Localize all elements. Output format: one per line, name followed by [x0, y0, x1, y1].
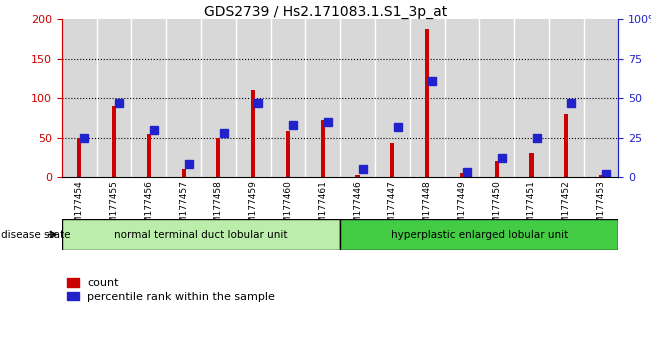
- Bar: [495, 161, 499, 177]
- Bar: [564, 114, 568, 177]
- Bar: [514, 19, 549, 177]
- Bar: [584, 19, 618, 177]
- Text: hyperplastic enlarged lobular unit: hyperplastic enlarged lobular unit: [391, 229, 568, 240]
- Legend: count, percentile rank within the sample: count, percentile rank within the sample: [68, 278, 275, 302]
- Bar: [321, 120, 325, 177]
- Bar: [216, 138, 221, 177]
- Bar: [96, 19, 132, 177]
- Bar: [375, 19, 409, 177]
- Bar: [62, 219, 340, 250]
- Bar: [599, 175, 603, 177]
- Bar: [549, 19, 584, 177]
- Bar: [355, 175, 359, 177]
- Bar: [460, 173, 464, 177]
- Bar: [251, 90, 255, 177]
- Bar: [445, 19, 479, 177]
- Bar: [529, 153, 534, 177]
- Bar: [340, 19, 375, 177]
- Bar: [236, 19, 271, 177]
- Bar: [390, 143, 395, 177]
- Bar: [425, 29, 429, 177]
- Bar: [286, 131, 290, 177]
- Bar: [112, 106, 116, 177]
- Bar: [132, 19, 166, 177]
- Bar: [146, 134, 151, 177]
- Bar: [409, 19, 445, 177]
- Bar: [77, 138, 81, 177]
- Bar: [182, 169, 186, 177]
- Bar: [201, 19, 236, 177]
- Bar: [62, 19, 96, 177]
- Bar: [340, 219, 618, 250]
- Text: normal terminal duct lobular unit: normal terminal duct lobular unit: [114, 229, 288, 240]
- Text: GDS2739 / Hs2.171083.1.S1_3p_at: GDS2739 / Hs2.171083.1.S1_3p_at: [204, 5, 447, 19]
- Text: disease state: disease state: [1, 229, 71, 240]
- Bar: [166, 19, 201, 177]
- Bar: [305, 19, 340, 177]
- Bar: [479, 19, 514, 177]
- Bar: [271, 19, 305, 177]
